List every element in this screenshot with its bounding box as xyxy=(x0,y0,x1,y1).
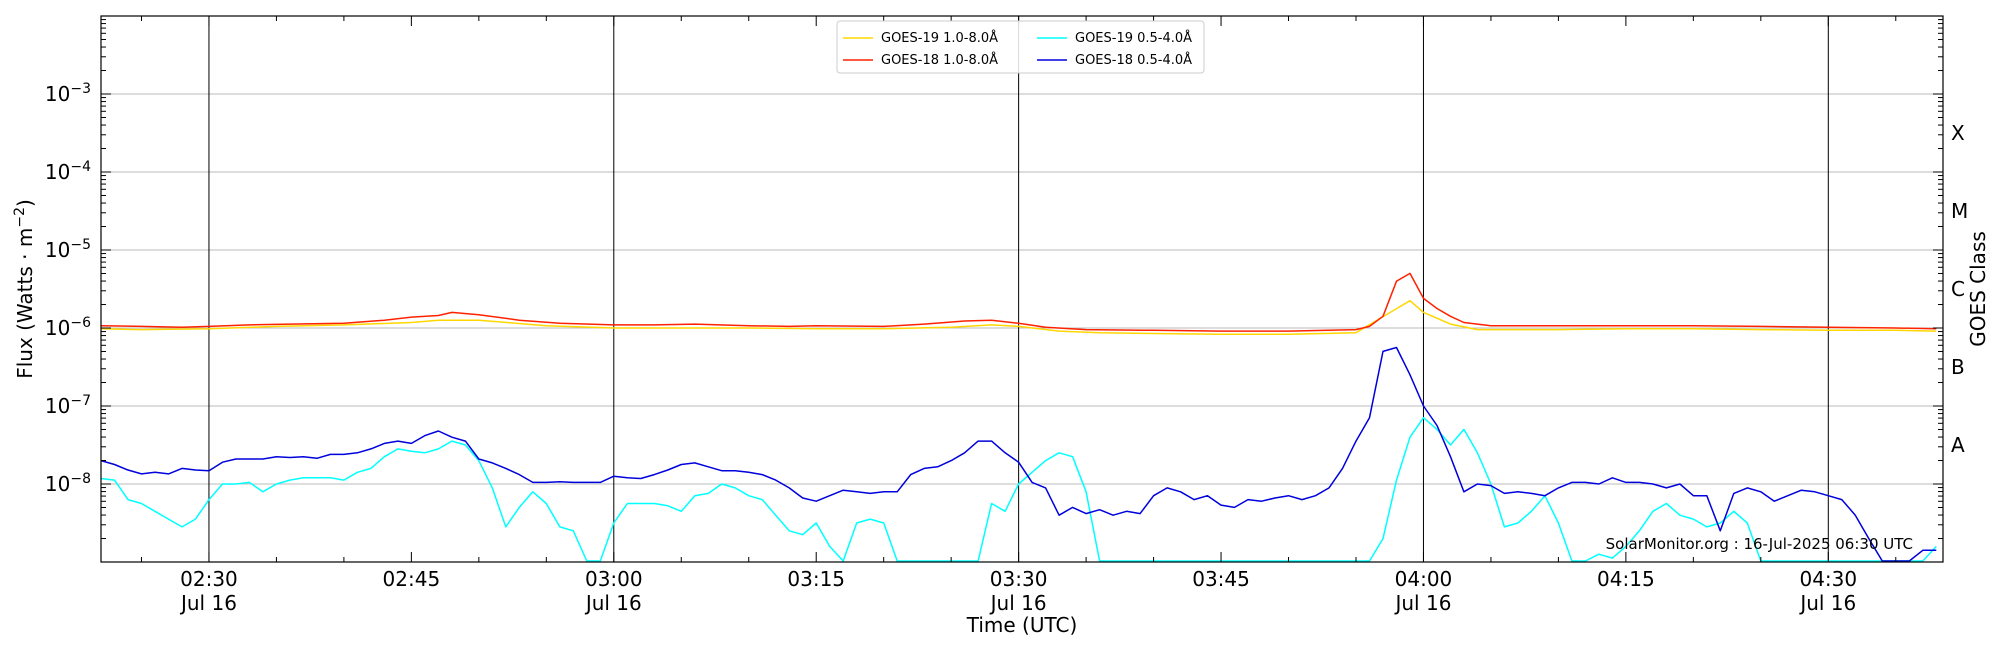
x-tick-label-1: 02:45 xyxy=(383,567,441,591)
legend-label-goes19-long: GOES-19 1.0-8.0Å xyxy=(881,30,998,46)
legend-label-goes18-long: GOES-18 1.0-8.0Å xyxy=(881,52,998,68)
x-axis-title: Time (UTC) xyxy=(966,613,1078,637)
x-tick-label-3: 03:15 xyxy=(787,567,845,591)
y-axis-title: Flux (Watts · m−2) xyxy=(12,199,37,379)
x-tick-label-2: 03:00 xyxy=(585,567,643,591)
x-tick-label-6: 04:00 xyxy=(1395,567,1453,591)
series-line-3 xyxy=(100,346,1937,562)
svg-text:Flux (Watts · m−2): Flux (Watts · m−2) xyxy=(12,199,37,379)
x-tick-date-6: Jul 16 xyxy=(1393,591,1451,615)
x-tick-label-4: 03:30 xyxy=(990,567,1048,591)
x-tick-label-8: 04:30 xyxy=(1799,567,1857,591)
class-label-b: B xyxy=(1951,355,1965,379)
class-label-c: C xyxy=(1951,277,1965,301)
x-tick-date-2: Jul 16 xyxy=(584,591,642,615)
class-label-a: A xyxy=(1951,433,1965,457)
series-line-1 xyxy=(100,272,1937,332)
class-label-x: X xyxy=(1951,121,1965,145)
x-tick-label-7: 04:15 xyxy=(1597,567,1655,591)
legend-label-goes18-short: GOES-18 0.5-4.0Å xyxy=(1075,52,1192,68)
legend-box xyxy=(836,20,1205,74)
plot-frame xyxy=(100,15,1944,563)
x-tick-date-8: Jul 16 xyxy=(1798,591,1856,615)
y-tick-label-3: 10−5 xyxy=(45,237,91,262)
y-tick-label-0: 10−8 xyxy=(45,471,91,496)
y-tick-label-4: 10−4 xyxy=(45,159,91,184)
y-tick-label-1: 10−7 xyxy=(45,393,91,418)
x-tick-label-0: 02:30 xyxy=(180,567,238,591)
x-tick-date-4: Jul 16 xyxy=(989,591,1047,615)
y-tick-label-5: 10−3 xyxy=(45,81,91,106)
x-tick-label-5: 03:45 xyxy=(1192,567,1250,591)
credit-text: SolarMonitor.org : 16-Jul-2025 06:30 UTC xyxy=(1606,535,1913,553)
legend: GOES-19 1.0-8.0Å GOES-18 1.0-8.0Å GOES-1… xyxy=(836,20,1205,74)
series-line-0 xyxy=(100,299,1937,335)
x-tick-date-0: Jul 16 xyxy=(179,591,237,615)
right-axis-title: GOES Class xyxy=(1966,231,1990,347)
legend-label-goes19-short: GOES-19 0.5-4.0Å xyxy=(1075,30,1192,46)
plot-area xyxy=(100,16,1943,562)
y-tick-label-2: 10−6 xyxy=(45,315,91,340)
series-line-2 xyxy=(100,416,1937,562)
class-label-m: M xyxy=(1951,199,1968,223)
